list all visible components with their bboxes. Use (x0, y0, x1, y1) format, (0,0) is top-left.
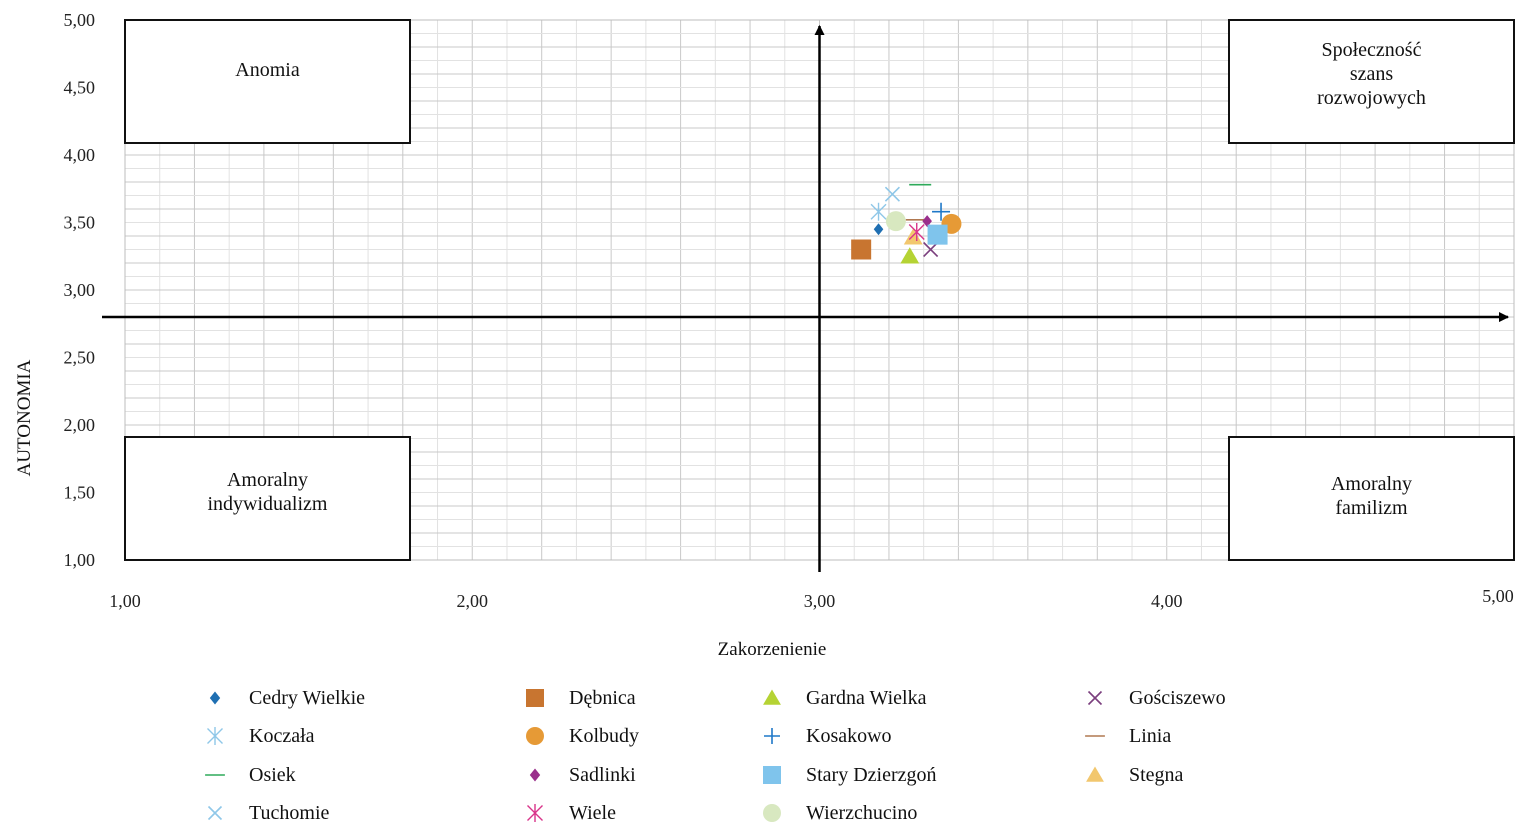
x-tick-label: 5,00 (1482, 586, 1514, 606)
legend-marker-kolbudy (526, 727, 544, 745)
legend-marker-d-bnica (526, 689, 544, 707)
legend-entry-sadlinki: Sadlinki (569, 764, 636, 786)
legend-marker-cedry-wielkie (209, 691, 221, 705)
legend-marker-gardna-wielka (763, 689, 781, 705)
legend-marker-sadlinki (529, 768, 541, 782)
legend-entry-tuchomie: Tuchomie (249, 802, 330, 824)
quadrant-label: Amoralny (227, 469, 308, 491)
data-point-sadlinki (922, 215, 932, 228)
quadrant-box-top-right (1228, 19, 1515, 144)
data-point-cedry-wielkie (873, 223, 884, 236)
x-axis-label: Zakorzenienie (718, 639, 827, 660)
y-tick-label: 5,00 (64, 10, 96, 30)
quadrant-label: Amoralny (1331, 473, 1412, 495)
y-tick-label: 2,00 (64, 415, 96, 435)
quadrant-label: indywidualizm (208, 493, 328, 515)
legend-entry-osiek: Osiek (249, 764, 296, 786)
x-tick-label: 1,00 (109, 591, 141, 611)
y-tick-label: 4,00 (64, 145, 96, 165)
quadrant-label: szans (1350, 63, 1394, 85)
quadrant-label: Społeczność (1322, 39, 1422, 61)
data-points (851, 183, 962, 264)
legend-marker-stegna (1086, 766, 1104, 782)
y-tick-label: 1,00 (64, 550, 96, 570)
legend: Cedry Wielkie Dębnica Gardna Wielka Gościsz… (205, 687, 1226, 824)
data-point-kosakowo (932, 202, 951, 221)
legend-entry-cedry-wielkie: Cedry Wielkie (249, 687, 365, 709)
legend-marker-wiele (527, 804, 543, 822)
y-axis-label: AUTONOMIA (14, 359, 35, 476)
quadrant-box-top-left (124, 19, 411, 144)
legend-marker-go-ciszewo (1087, 690, 1103, 706)
quadrant-label: Anomia (235, 59, 300, 81)
y-tick-label: 3,00 (64, 280, 96, 300)
y-tick-label: 4,50 (64, 78, 96, 98)
data-point-wierzchucino (885, 211, 906, 232)
legend-entry-stary-dzierzgo-: Stary Dzierzgoń (806, 764, 937, 786)
quadrant-box-bottom-right (1228, 436, 1515, 561)
legend-entry-stegna: Stegna (1129, 764, 1184, 786)
reference-axes (102, 26, 1508, 572)
data-point-tuchomie (884, 186, 900, 202)
legend-entry-wierzchucino: Wierzchucino (806, 802, 917, 824)
y-tick-label: 2,50 (64, 348, 96, 368)
legend-entry-wiele: Wiele (569, 802, 616, 824)
data-point-wiele (908, 222, 925, 241)
data-point-stary-dzierzgo- (927, 224, 948, 245)
legend-marker-kosakowo (764, 728, 780, 744)
y-tick-label: 1,50 (64, 483, 96, 503)
quadrant-label: familizm (1335, 497, 1408, 519)
legend-entry-kosakowo: Kosakowo (806, 725, 892, 747)
legend-entry-kolbudy: Kolbudy (569, 725, 639, 747)
legend-marker-wierzchucino (763, 804, 781, 822)
legend-entry-linia: Linia (1129, 725, 1171, 747)
quadrant-label: rozwojowych (1317, 87, 1426, 109)
data-point-go-ciszewo (923, 241, 939, 258)
legend-entry-d-bnica: Dębnica (569, 687, 636, 709)
x-tick-label: 3,00 (804, 591, 836, 611)
y-tick-label: 3,50 (64, 213, 96, 233)
x-tick-label: 4,00 (1151, 591, 1183, 611)
data-point-stegna (903, 228, 923, 245)
legend-entry-gardna-wielka: Gardna Wielka (806, 687, 927, 709)
legend-marker-stary-dzierzgo- (763, 766, 781, 784)
data-point-gardna-wielka (900, 247, 920, 264)
x-tick-label: 2,00 (457, 591, 489, 611)
data-point-d-bnica (851, 239, 872, 260)
legend-entry-go-ciszewo: Gościszewo (1129, 687, 1226, 709)
quadrant-box-bottom-left (124, 436, 411, 561)
legend-entry-kocza-a: Koczała (249, 725, 315, 747)
tick-labels: 1,00 1,50 2,00 2,50 3,00 3,50 4,00 4,50 5,00 1,00… (64, 10, 1514, 611)
data-point-kocza-a (870, 202, 887, 221)
legend-marker-kocza-a (207, 727, 223, 745)
legend-marker-tuchomie (207, 805, 223, 821)
